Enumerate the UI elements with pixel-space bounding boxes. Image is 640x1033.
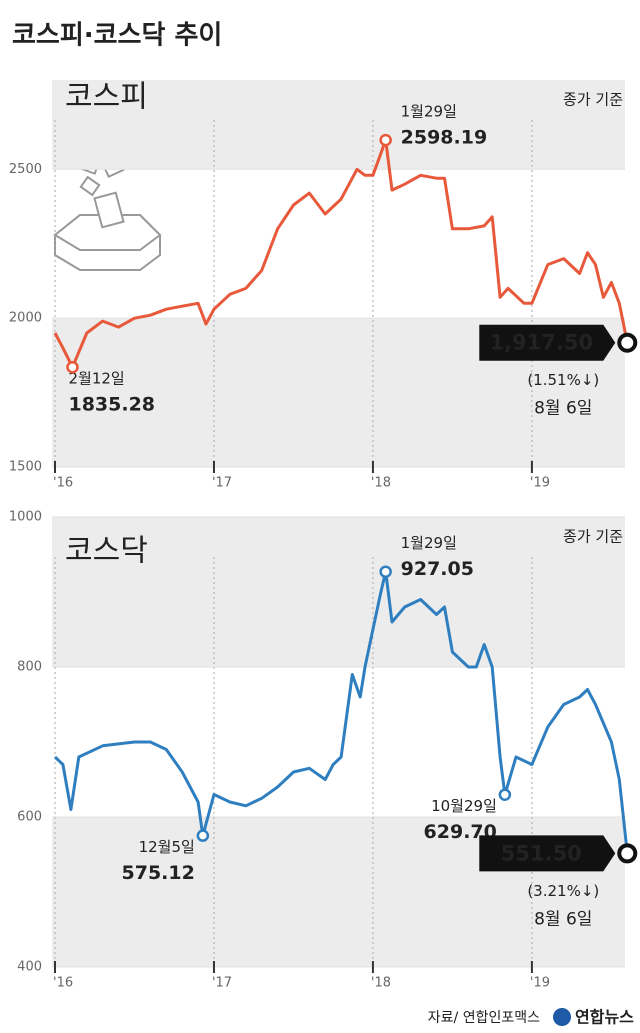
x-tick-label: '18 [371,476,391,491]
date-label: 1월29일 [401,103,457,121]
marker [379,133,392,147]
value-label: 1,917.50 [489,331,593,355]
value-label: 927.05 [401,558,474,580]
line [53,138,629,369]
change-label: (1.51%↓) [527,371,599,389]
note: 종가 기준 [563,91,623,109]
page-title: 코스피·코스닥 추이 [12,21,222,51]
value-box [479,835,616,872]
x-tick-label: '18 [371,976,391,991]
line [53,570,629,854]
x-tick-label: '19 [530,976,550,991]
date-label: 10월29일 [431,797,497,815]
note: 종가 기준 [563,528,623,546]
y-tick-label: 800 [17,660,42,675]
logo-icon [553,1008,571,1026]
marker [498,788,512,801]
y-tick-label: 400 [17,960,42,975]
x-tick-label: '19 [530,476,550,491]
value-box [479,324,616,361]
date-label: 8월 6일 [534,399,592,419]
date-label: 2월12일 [68,370,124,388]
y-tick-label: 2500 [9,162,42,177]
marker [196,829,210,842]
marker [66,360,79,374]
logo: 연합뉴스 [575,1008,634,1027]
marker [379,565,392,578]
value-label: 629.70 [424,821,497,843]
value-label: 551.50 [501,841,582,865]
band [52,517,625,667]
y-tick-label: 1500 [9,460,42,475]
y-tick-label: 600 [17,810,42,825]
x-tick-label: '17 [212,976,232,991]
y-tick-label: 2000 [9,311,42,326]
marker [617,332,638,353]
value-label: 1835.28 [68,394,155,416]
date-label: 12월5일 [139,838,195,856]
y-tick-label: 1000 [9,510,42,525]
value-label: 2598.19 [401,127,488,149]
ballot-box-icon [53,151,162,271]
x-tick-label: '17 [212,476,232,491]
date-label: 8월 6일 [534,909,592,929]
marker [617,843,638,864]
band [52,80,625,170]
x-tick-label: '16 [53,976,73,991]
source: 자료/ 연합인포맥스 [428,1010,540,1026]
series-name: 코스닥 [65,534,148,569]
change-label: (3.21%↓) [527,882,599,900]
value-label: 575.12 [122,862,195,884]
series-name: 코스피 [65,80,148,115]
x-tick-label: '16 [53,476,73,491]
date-label: 1월29일 [401,534,457,552]
